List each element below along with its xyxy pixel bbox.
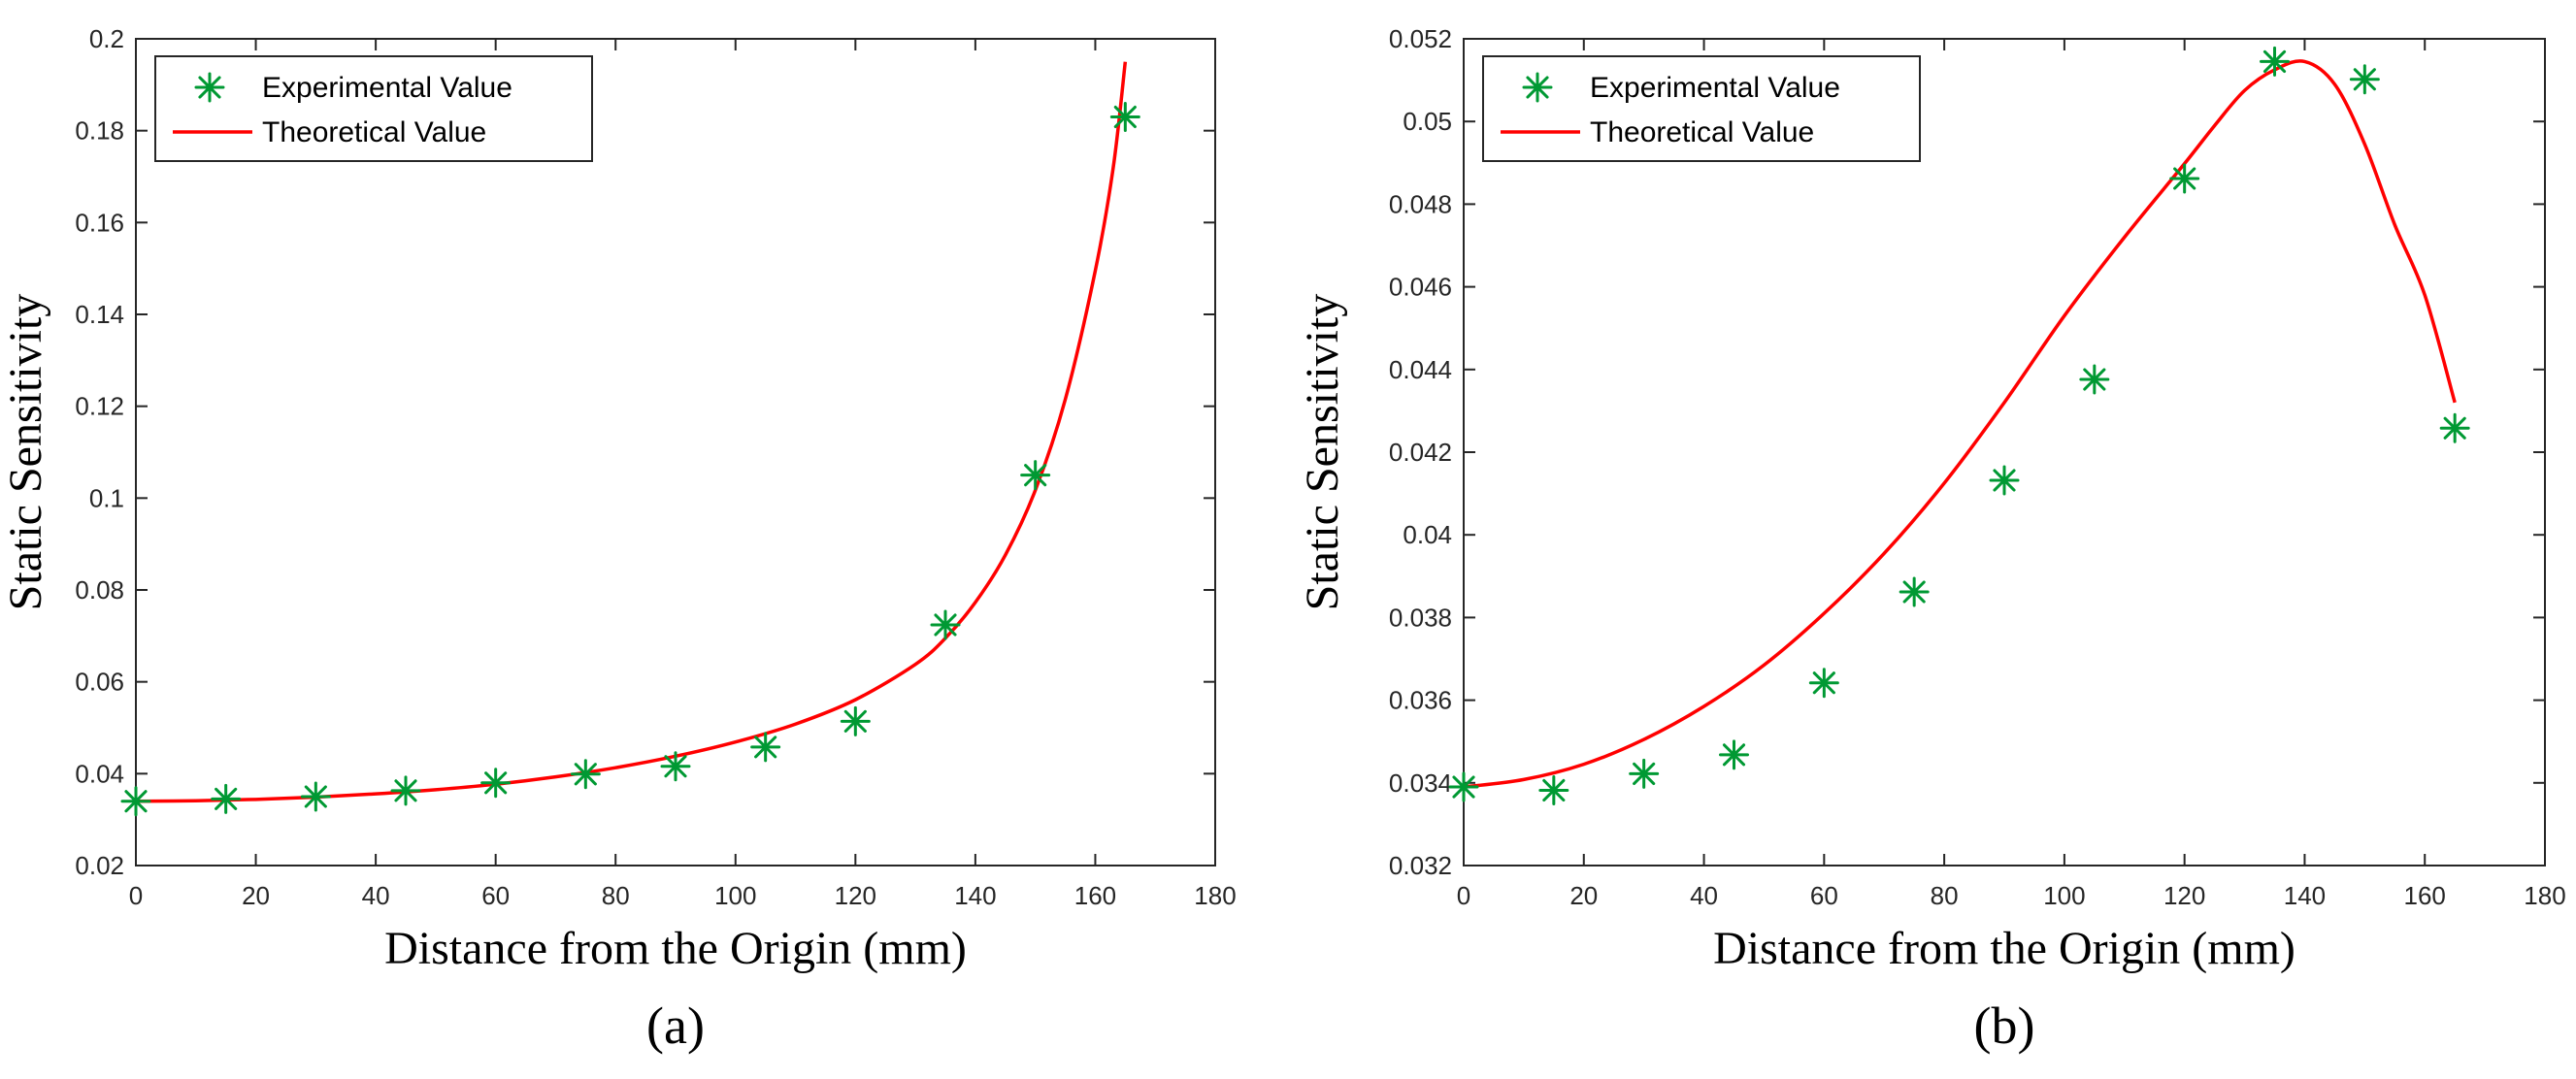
experimental-value-point [390,775,421,806]
legend: Experimental Value Theoretical Value [154,55,593,162]
legend-label-experimental: Experimental Value [1590,72,1840,104]
x-tick-label: 100 [2043,881,2085,910]
y-tick-label: 0.04 [75,759,124,788]
legend-box [154,55,593,162]
experimental-value-point [2169,163,2200,194]
experimental-value-point [930,609,961,640]
experimental-value-point [1448,771,1479,802]
y-tick-label: 0.04 [1403,520,1452,549]
experimental-value-point [840,705,871,736]
experimental-value-point [1109,101,1140,132]
x-axis-title: Distance from the Origin (mm) [1713,923,2295,974]
plot-area [1463,38,2546,866]
x-tick-label: 160 [2404,881,2446,910]
x-tick-label: 180 [1194,881,1236,910]
chart-panel-b: 0 20 40 60 80 100 120 140 160 180 0.032 0.034 0.036 0… [1297,24,2566,1055]
experimental-value-point [1020,460,1051,491]
legend-label-theoretical: Theoretical Value [262,116,486,148]
experimental-value-point [1719,739,1749,770]
y-tick-label: 0.12 [75,392,124,421]
x-tick-label: 180 [2524,881,2565,910]
x-tick-label: 40 [1690,881,1718,910]
experimental-value-point [1629,758,1660,789]
experimental-value-point [1538,774,1569,805]
y-tick-label: 0.08 [75,575,124,605]
x-tick-label: 120 [835,881,876,910]
experimental-value-point [2349,64,2380,95]
experimental-value-point [2439,412,2470,443]
y-tick-label: 0.046 [1389,273,1452,302]
panel-label: (b) [1974,997,2035,1055]
y-tick-label: 0.042 [1389,438,1452,467]
y-tick-label: 0.06 [75,668,124,697]
y-tick-label: 0.05 [1403,107,1452,136]
legend: Experimental Value Theoretical Value [1482,55,1921,162]
y-tick-label: 0.044 [1389,355,1452,384]
x-tick-label: 100 [714,881,756,910]
x-tick-label: 20 [242,881,270,910]
y-tick-label: 0.038 [1389,603,1452,632]
experimental-value-point [1899,576,1930,607]
chart-panel-a: 0 20 40 60 80 100 120 140 160 180 0.02 0.04 0.06 0.08… [0,24,1237,1055]
x-tick-label: 0 [129,881,143,910]
y-tick-label: 0.18 [75,116,124,146]
experimental-value-point [120,786,151,817]
y-tick-label: 0.052 [1389,24,1452,53]
experimental-value-point [2079,364,2110,395]
experimental-value-point [480,768,512,799]
y-tick-label: 0.2 [89,24,124,53]
legend-asterisk-icon [194,72,225,103]
y-tick-label: 0.16 [75,208,124,237]
x-tick-label: 60 [1810,881,1838,910]
experimental-value-point [750,732,781,763]
y-tick-label: 0.036 [1389,686,1452,715]
x-axis-title: Distance from the Origin (mm) [384,923,967,974]
x-tick-label: 160 [1074,881,1116,910]
y-tick-label: 0.14 [75,300,124,329]
legend-label-theoretical: Theoretical Value [1590,116,1814,148]
experimental-value-point [2260,46,2290,77]
experimental-value-point [300,781,331,812]
y-tick-label: 0.048 [1389,189,1452,218]
experimental-value-point [1808,668,1839,699]
legend-label-experimental: Experimental Value [262,72,512,104]
legend-box [1482,55,1921,162]
y-tick-label: 0.1 [89,483,124,512]
x-tick-label: 40 [362,881,390,910]
x-tick-label: 0 [1457,881,1470,910]
x-tick-label: 80 [602,881,630,910]
experimental-value-point [570,759,601,790]
y-tick-label: 0.034 [1389,768,1452,798]
y-tick-label: 0.032 [1389,851,1452,880]
x-tick-label: 140 [954,881,996,910]
plot-area [135,38,1216,866]
experimental-value-point [211,783,242,814]
panel-label: (a) [646,997,705,1055]
x-tick-label: 20 [1569,881,1598,910]
y-axis-title: Static Sensitivity [0,294,51,611]
experimental-value-point [1989,465,2020,496]
x-tick-label: 120 [2163,881,2205,910]
y-tick-label: 0.02 [75,851,124,880]
theoretical-value-line [135,61,1128,803]
theoretical-value-line [1463,59,2457,789]
x-tick-label: 60 [481,881,510,910]
x-tick-label: 80 [1931,881,1959,910]
x-tick-label: 140 [2284,881,2326,910]
experimental-value-point [660,751,691,782]
legend-asterisk-icon [1522,72,1553,103]
y-axis-title: Static Sensitivity [1297,294,1348,611]
